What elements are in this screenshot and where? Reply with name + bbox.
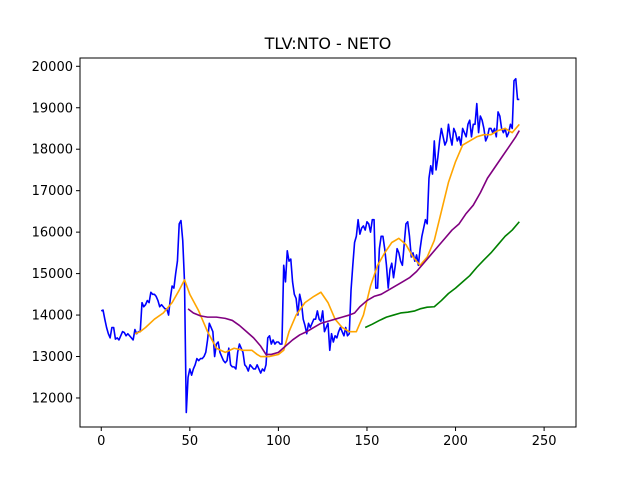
x-tick-label: 50: [182, 434, 199, 449]
y-axis: 12000 13000 14000 15000 16000 17000 18000 19000…: [32, 60, 80, 406]
x-tick-label: 0: [97, 434, 105, 449]
y-tick-label: 12000: [32, 391, 73, 406]
x-axis: 0 50 100 150 200 250: [97, 427, 557, 449]
y-tick-label: 14000: [32, 309, 73, 324]
plot-frame: [79, 57, 577, 428]
x-tick-label: 200: [443, 434, 468, 449]
chart-title: TLV:NTO - NETO: [264, 34, 392, 53]
x-tick-label: 150: [355, 434, 380, 449]
x-tick-label: 250: [532, 434, 557, 449]
series-line-2: [187, 130, 521, 356]
series-line-0: [100, 77, 520, 414]
x-tick-label: 100: [266, 434, 291, 449]
y-tick-label: 15000: [32, 267, 73, 282]
series-layer: [100, 77, 521, 414]
y-tick-label: 18000: [32, 143, 73, 158]
y-tick-label: 16000: [32, 226, 73, 241]
series-line-3: [364, 221, 520, 329]
y-tick-label: 17000: [32, 184, 73, 199]
y-tick-label: 20000: [32, 60, 73, 75]
y-tick-label: 19000: [32, 101, 73, 116]
y-tick-label: 13000: [32, 350, 73, 365]
series-line-1: [134, 123, 520, 358]
